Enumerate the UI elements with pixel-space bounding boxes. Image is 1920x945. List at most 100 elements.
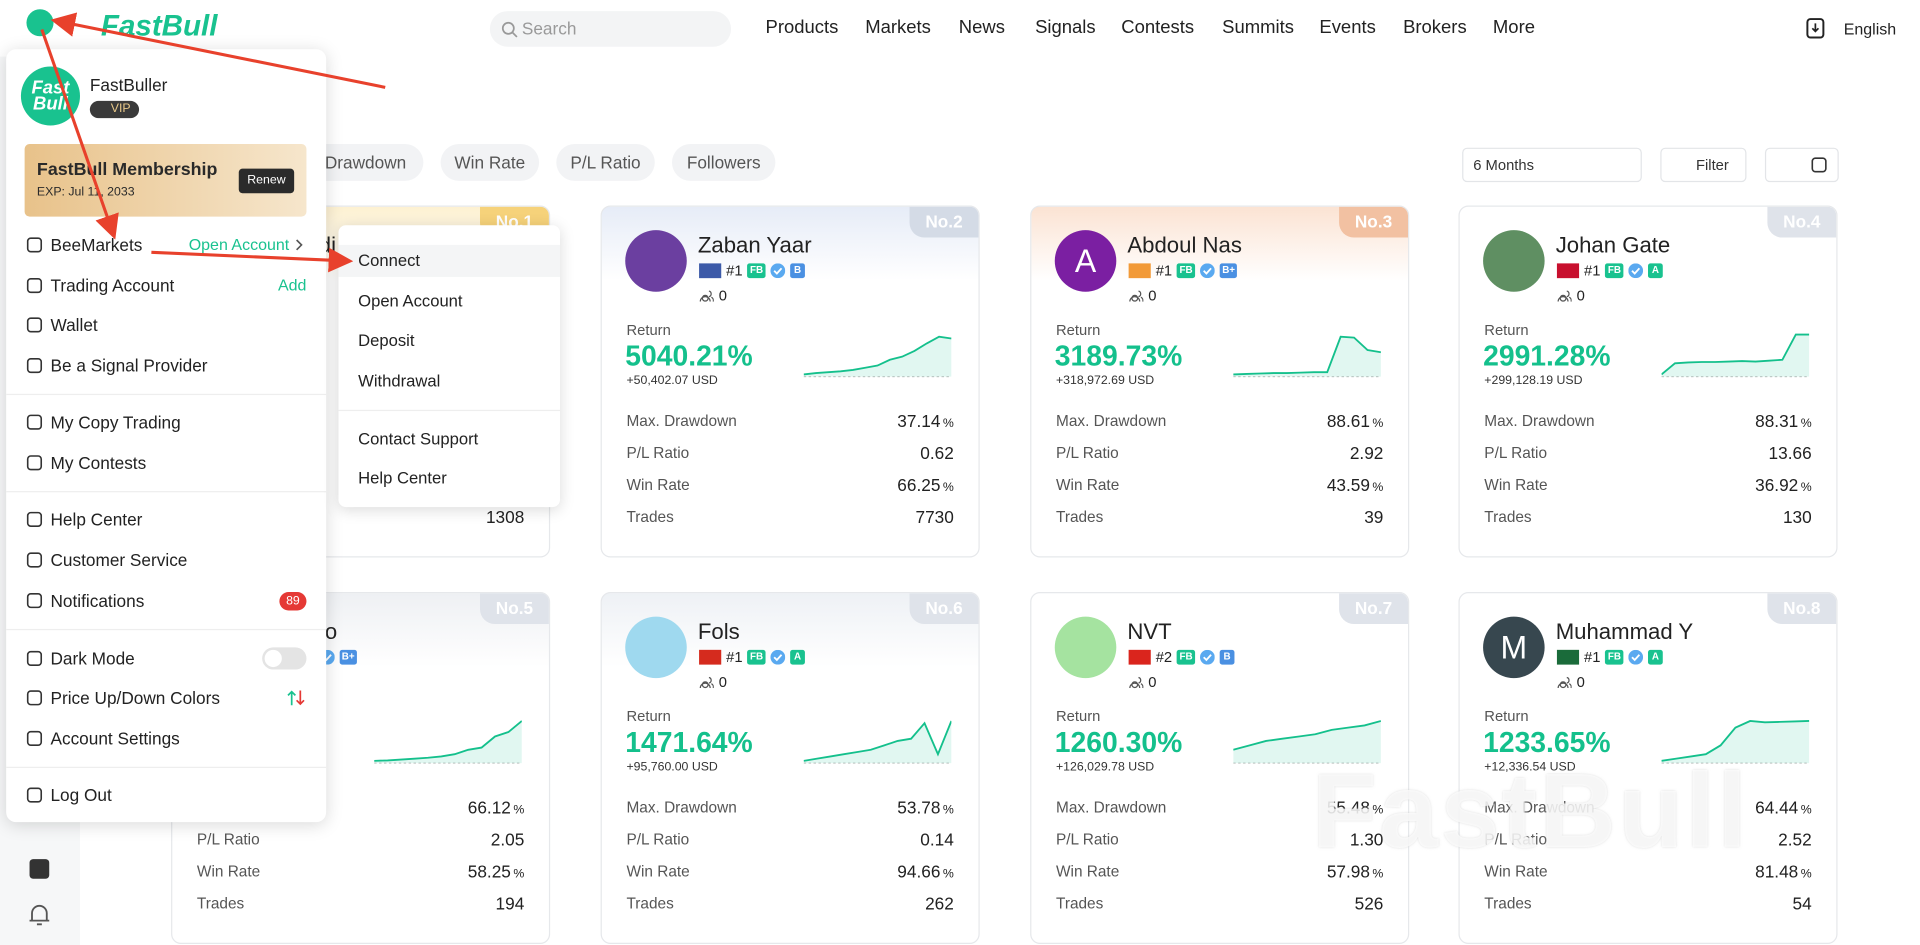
stat-value: 88.61%: [1327, 409, 1384, 437]
stat-number: 39: [1364, 507, 1384, 527]
stat-number: 88.61: [1326, 411, 1370, 431]
bell-icon[interactable]: [27, 901, 52, 928]
menu-item[interactable]: Price Up/Down Colors: [6, 682, 326, 714]
icon-shape: [26, 690, 43, 706]
menu-item[interactable]: Help Center: [6, 503, 326, 535]
stat-number: 54: [1792, 893, 1812, 914]
filter-tab[interactable]: P/L Ratio: [556, 143, 655, 181]
download-icon[interactable]: [1806, 17, 1826, 39]
trader-card[interactable]: No.2 Zaban Yaar #1 FB B 0 Return 5040.21% +50,40…: [600, 205, 980, 558]
stat-number: 58.25: [467, 861, 511, 882]
stat-label: Max. Drawdown: [1484, 412, 1595, 430]
trader-card[interactable]: No.4 Johan Gate #1 FB A 0 Return 2991.28% +299,1…: [1458, 205, 1838, 558]
trader-card[interactable]: No.8 M Muhammad Y #1 FB A 0 Return 1233.65% +12,3…: [1458, 591, 1838, 944]
logo-icon[interactable]: [26, 9, 54, 37]
followers-count: 0: [1148, 673, 1157, 691]
sparkline-line: [803, 720, 952, 762]
level-badge: B+: [339, 649, 358, 665]
stat-label: Win Rate: [1484, 862, 1548, 880]
stat-number: 64.44: [1755, 797, 1799, 818]
submenu-label: Contact Support: [358, 429, 479, 448]
badge-row: #2 FB B: [1128, 649, 1235, 666]
verified-icon: [770, 649, 786, 665]
verified-icon: [1628, 263, 1644, 279]
return-label: Return: [1055, 707, 1101, 725]
logo-text[interactable]: FastBull: [100, 9, 218, 44]
menu-action[interactable]: Add: [277, 275, 307, 295]
submenu-label: Connect: [358, 251, 421, 270]
menu-item[interactable]: Trading Account Add: [6, 270, 326, 302]
stat-label: Trades: [626, 894, 674, 912]
trader-card[interactable]: No.3 A Abdoul Nas #1 FB B+ 0 Return 3189.73% +318…: [1030, 205, 1410, 558]
divider: [6, 628, 327, 631]
menu-item[interactable]: My Contests: [6, 447, 326, 479]
filter-tab[interactable]: Followers: [671, 143, 776, 181]
nav-item[interactable]: Signals: [1035, 17, 1096, 39]
level-badge: B: [790, 263, 805, 279]
nav-item[interactable]: More: [1492, 17, 1535, 39]
dark-mode-toggle[interactable]: [262, 647, 307, 670]
submenu-item[interactable]: Connect: [338, 244, 560, 277]
return-value: 3189.73%: [1054, 339, 1183, 372]
menu-action[interactable]: Open Account: [188, 235, 290, 254]
stat-value: 2.92: [1350, 441, 1384, 466]
filter-button[interactable]: Filter: [1660, 147, 1747, 183]
view-toggle[interactable]: [1764, 147, 1839, 183]
sparkline: [1661, 720, 1810, 764]
period-select[interactable]: 6 Months: [1462, 147, 1642, 183]
stat-number: 36.92: [1755, 475, 1799, 495]
menu-item[interactable]: Log Out: [6, 779, 326, 811]
submenu-item[interactable]: Contact Support: [338, 423, 560, 455]
stat-value: 57.98%: [1327, 859, 1384, 887]
verified-bg: [1200, 649, 1215, 665]
rank-badge: No.7: [1339, 593, 1408, 624]
badge-row: #1 FB B: [699, 262, 805, 279]
menu-item[interactable]: Wallet: [6, 309, 326, 341]
nav-item[interactable]: Markets: [865, 17, 931, 39]
submenu-item[interactable]: Open Account: [338, 286, 560, 318]
stat-row: Trades 39: [1056, 505, 1383, 530]
submenu: Connect Open Account Deposit Withdrawal Cont…: [338, 225, 560, 508]
submenu-item[interactable]: Withdrawal: [338, 366, 560, 398]
stat-unit: %: [942, 803, 954, 818]
language[interactable]: English: [1843, 19, 1897, 39]
nav-item[interactable]: Events: [1319, 17, 1376, 39]
search-placeholder[interactable]: Search: [521, 18, 577, 39]
return-usd: +299,128.19 USD: [1484, 374, 1583, 388]
sidebar-icon[interactable]: [27, 857, 52, 882]
menu-item[interactable]: Be a Signal Provider: [6, 350, 326, 382]
nav-item[interactable]: News: [958, 17, 1005, 39]
rank-badge: No.4: [1767, 206, 1837, 238]
renew-button[interactable]: Renew: [238, 168, 295, 194]
nav-item[interactable]: Contests: [1121, 17, 1195, 39]
level-badge: A: [790, 649, 805, 665]
membership-card: FastBull Membership EXP: Jul 11, 2033 Rene…: [24, 143, 307, 217]
menu-item[interactable]: Dark Mode: [6, 642, 326, 674]
menu-item[interactable]: BeeMarkets Open Account: [6, 229, 326, 261]
menu-icon: [26, 357, 43, 374]
submenu-item[interactable]: Deposit: [338, 325, 560, 357]
menu-item[interactable]: Customer Service: [6, 544, 326, 576]
sparkline: [1661, 333, 1810, 378]
stat-number: 2.05: [490, 829, 525, 850]
followers: 0: [1129, 673, 1157, 690]
filter-tab[interactable]: Win Rate: [440, 143, 540, 181]
menu-icon: [26, 317, 43, 333]
menu-item[interactable]: Notifications 89: [6, 585, 326, 617]
trader-card[interactable]: No.6 Fols #1 FB A 0 Return 1471.64% +95,760.00 U…: [600, 591, 980, 944]
nav-item[interactable]: Brokers: [1403, 17, 1467, 39]
menu-icon: [26, 593, 43, 609]
nav-item[interactable]: Products: [765, 17, 839, 39]
menu-item[interactable]: Account Settings: [6, 722, 326, 754]
search-box[interactable]: [489, 11, 732, 47]
menu-item[interactable]: My Copy Trading: [6, 406, 326, 438]
price-colors-icon: [287, 690, 305, 706]
sparkline: [374, 720, 522, 764]
filter-tab[interactable]: Drawdown: [307, 143, 424, 181]
stat-unit: %: [513, 867, 525, 882]
verified-bg: [1200, 263, 1215, 279]
followers-count: 0: [718, 286, 727, 304]
trader-card[interactable]: No.7 NVT #2 FB B 0 Return 1260.30% +126,029.78 U…: [1030, 591, 1410, 944]
submenu-item[interactable]: Help Center: [338, 463, 560, 495]
nav-item[interactable]: Summits: [1222, 17, 1294, 39]
